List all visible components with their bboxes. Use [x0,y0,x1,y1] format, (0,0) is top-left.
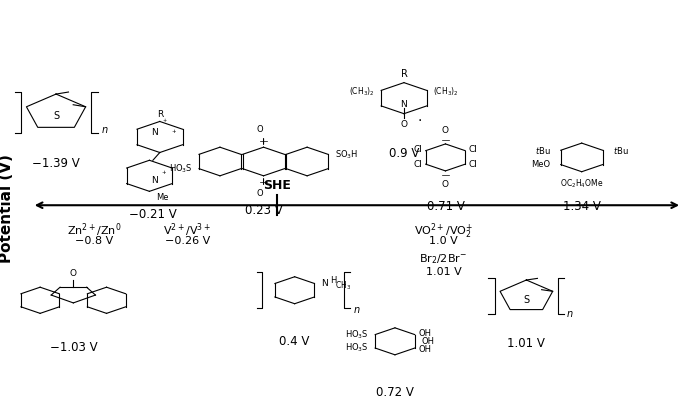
Text: 0.23 V: 0.23 V [245,204,282,217]
Text: 1.34 V: 1.34 V [563,200,601,214]
Text: $t$Bu: $t$Bu [612,145,629,156]
Text: HO$_3$S: HO$_3$S [169,162,192,175]
Text: −1.39 V: −1.39 V [32,157,80,171]
Text: O: O [442,180,449,189]
Text: $^+$: $^+$ [161,118,168,124]
Text: O: O [442,126,449,135]
Text: O: O [70,269,77,278]
Text: 1.01 V: 1.01 V [426,266,461,276]
Text: Cl: Cl [469,146,477,154]
Text: S: S [53,111,59,121]
Text: −0.26 V: −0.26 V [164,236,210,246]
Text: HO$_3$S: HO$_3$S [345,342,369,354]
Text: OH: OH [418,329,431,338]
Text: $^+$: $^+$ [170,128,177,137]
Text: N: N [151,176,158,185]
Text: VO$^{2+}$/VO$_2^{+}$: VO$^{2+}$/VO$_2^{+}$ [414,221,473,241]
Text: SHE: SHE [263,179,291,192]
Text: −0.8 V: −0.8 V [75,236,113,246]
Text: −0.21 V: −0.21 V [129,208,176,221]
Text: 0.9 V: 0.9 V [389,147,419,160]
Text: V$^{2+}$/V$^{3+}$: V$^{2+}$/V$^{3+}$ [163,221,211,239]
Text: S: S [524,295,529,305]
Text: Me: Me [156,193,169,202]
Text: 0.4 V: 0.4 V [279,335,310,348]
Text: 1.0 V: 1.0 V [429,236,458,246]
Text: Zn$^{2+}$/Zn$^{0}$: Zn$^{2+}$/Zn$^{0}$ [66,221,121,239]
Text: 0.71 V: 0.71 V [426,200,464,214]
Text: OH: OH [421,337,434,346]
Text: Cl: Cl [413,146,422,154]
Text: (CH$_3$)$_2$: (CH$_3$)$_2$ [349,86,375,98]
Text: $^+$: $^+$ [160,169,167,178]
Text: HO$_3$S: HO$_3$S [345,328,369,341]
Text: −1.03 V: −1.03 V [50,342,97,354]
Text: R: R [400,68,407,78]
Text: MeO: MeO [531,160,551,169]
Text: $n$: $n$ [101,125,108,135]
Text: O: O [257,125,263,134]
Text: N: N [400,100,407,109]
Text: (CH$_3$)$_2$: (CH$_3$)$_2$ [433,86,459,98]
Text: OH: OH [418,345,431,354]
Text: R: R [157,111,163,119]
Text: CH$_3$: CH$_3$ [335,280,351,292]
Text: OC$_2$H$_4$OMe: OC$_2$H$_4$OMe [560,178,603,190]
Text: $n$: $n$ [566,309,573,319]
Text: N: N [151,128,158,137]
Text: $t$Bu: $t$Bu [535,145,551,156]
Text: Cl: Cl [469,161,477,169]
Text: SO$_3$H: SO$_3$H [335,148,358,161]
Text: Potential (V): Potential (V) [0,154,15,263]
Text: N: N [321,279,328,288]
Text: O: O [400,120,407,129]
Text: Cl: Cl [413,161,422,169]
Text: O: O [257,189,263,198]
Text: 1.01 V: 1.01 V [508,337,545,350]
Text: 0.72 V: 0.72 V [376,386,414,399]
Text: $n$: $n$ [354,306,361,316]
Text: H: H [330,276,336,285]
Text: ·: · [418,114,422,128]
Text: Br$_2$/2Br$^{−}$: Br$_2$/2Br$^{−}$ [419,252,468,266]
